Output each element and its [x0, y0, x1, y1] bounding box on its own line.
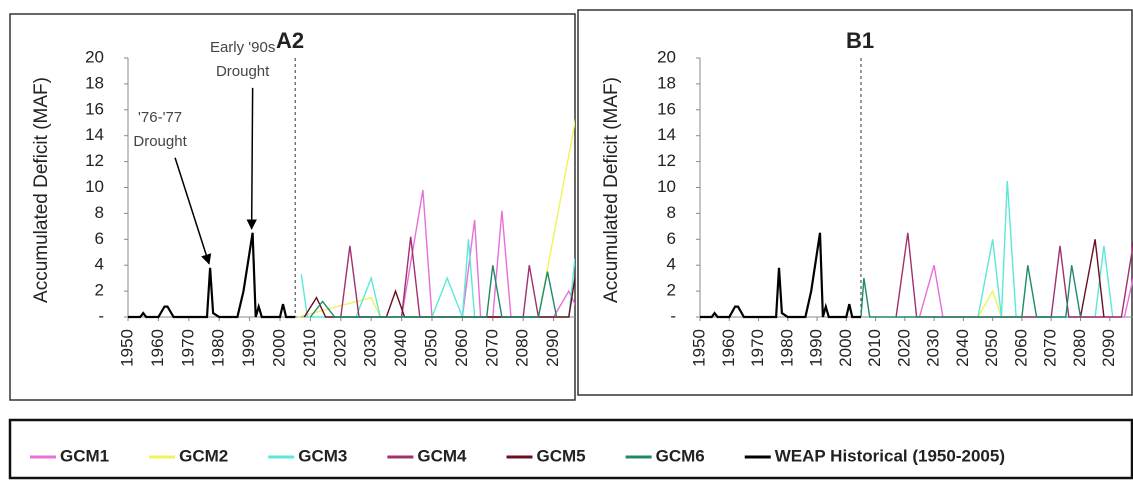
x-tick-label: 1960: [148, 329, 167, 367]
x-tick-label: 1950: [689, 329, 708, 367]
x-tick-label: 2030: [361, 329, 380, 367]
y-tick-label: 10: [85, 177, 104, 196]
x-tick-label: 1970: [748, 329, 767, 367]
y-tick-label: 16: [85, 99, 104, 118]
y-tick-label: 4: [95, 255, 104, 274]
x-tick-label: 2070: [1041, 329, 1060, 367]
legend-label: WEAP Historical (1950-2005): [775, 446, 1005, 465]
annotation: Early '90s: [210, 39, 275, 56]
x-tick-label: 2050: [421, 329, 440, 367]
series-line: [309, 265, 558, 318]
y-tick-label: 4: [667, 255, 676, 274]
x-tick-label: 2090: [1099, 329, 1118, 367]
series-line: [860, 265, 1082, 318]
x-tick-label: 1960: [719, 329, 738, 367]
x-tick-label: 1990: [239, 329, 258, 367]
series-line: [977, 180, 1114, 318]
y-tick-label: 16: [657, 99, 676, 118]
x-tick-label: 2010: [300, 329, 319, 367]
x-tick-label: 2060: [1011, 329, 1030, 367]
series-line: [298, 118, 575, 318]
panel-frame: [9, 13, 576, 401]
y-tick-label: 2: [667, 281, 676, 300]
x-tick-label: 2050: [982, 329, 1001, 367]
x-tick-label: 1950: [117, 329, 136, 367]
chart-title: A2: [276, 28, 304, 53]
y-axis-label: Accumulated Deficit (MAF): [31, 77, 52, 303]
x-tick-label: 2080: [513, 329, 532, 367]
x-tick-label: 2070: [482, 329, 501, 367]
x-tick-label: 1980: [209, 329, 228, 367]
series-line: [1079, 239, 1105, 318]
series-line: [340, 236, 540, 318]
chart-title: B1: [846, 28, 874, 53]
annotation: '76-'77: [138, 109, 182, 126]
x-tick-label: 2010: [865, 329, 884, 367]
series-line: [895, 232, 1133, 318]
x-tick-label: 1970: [178, 329, 197, 367]
series-line: [700, 232, 861, 319]
annotation-arrow: [174, 157, 212, 265]
legend-label: GCM4: [417, 446, 467, 465]
x-tick-label: 2080: [1070, 329, 1089, 367]
x-tick-label: 2030: [924, 329, 943, 367]
x-tick-label: 1990: [807, 329, 826, 367]
y-tick-label: 20: [85, 47, 104, 66]
x-tick-label: 2060: [452, 329, 471, 367]
x-tick-label: 2040: [953, 329, 972, 367]
legend-label: GCM2: [179, 446, 228, 465]
x-tick-label: 2020: [894, 329, 913, 367]
y-tick-label: -: [670, 306, 676, 325]
y-tick-label: 6: [95, 229, 104, 248]
annotation: Drought: [216, 63, 270, 80]
y-tick-label: -: [98, 306, 104, 325]
series-line: [977, 289, 1003, 318]
panel-frame: [577, 9, 1133, 396]
annotation-arrow: [246, 87, 257, 230]
y-tick-label: 18: [85, 73, 104, 92]
x-tick-label: 2040: [391, 329, 410, 367]
y-tick-label: 6: [667, 229, 676, 248]
legend-label: GCM6: [656, 446, 705, 465]
y-tick-label: 12: [657, 151, 676, 170]
x-tick-label: 2020: [330, 329, 349, 367]
legend-label: GCM1: [60, 446, 109, 465]
series-line: [303, 272, 575, 318]
series-line: [128, 232, 296, 319]
y-tick-label: 2: [95, 281, 104, 300]
x-tick-label: 2000: [836, 329, 855, 367]
plot-area: [700, 180, 1133, 319]
y-tick-label: 10: [657, 177, 676, 196]
y-tick-label: 8: [667, 203, 676, 222]
annotation: Drought: [133, 133, 187, 150]
y-tick-label: 12: [85, 151, 104, 170]
y-tick-label: 14: [657, 125, 676, 144]
legend-label: GCM3: [298, 446, 347, 465]
y-tick-label: 8: [95, 203, 104, 222]
y-tick-label: 18: [657, 73, 676, 92]
x-tick-label: 1980: [777, 329, 796, 367]
plot-area: [128, 118, 575, 319]
x-tick-label: 2000: [269, 329, 288, 367]
series-line: [400, 189, 575, 318]
x-tick-label: 2090: [543, 329, 562, 367]
legend-label: GCM5: [537, 446, 586, 465]
y-axis-label: Accumulated Deficit (MAF): [601, 77, 622, 303]
y-tick-label: 14: [85, 125, 104, 144]
y-tick-label: 20: [657, 47, 676, 66]
legend-frame: [8, 418, 1133, 480]
